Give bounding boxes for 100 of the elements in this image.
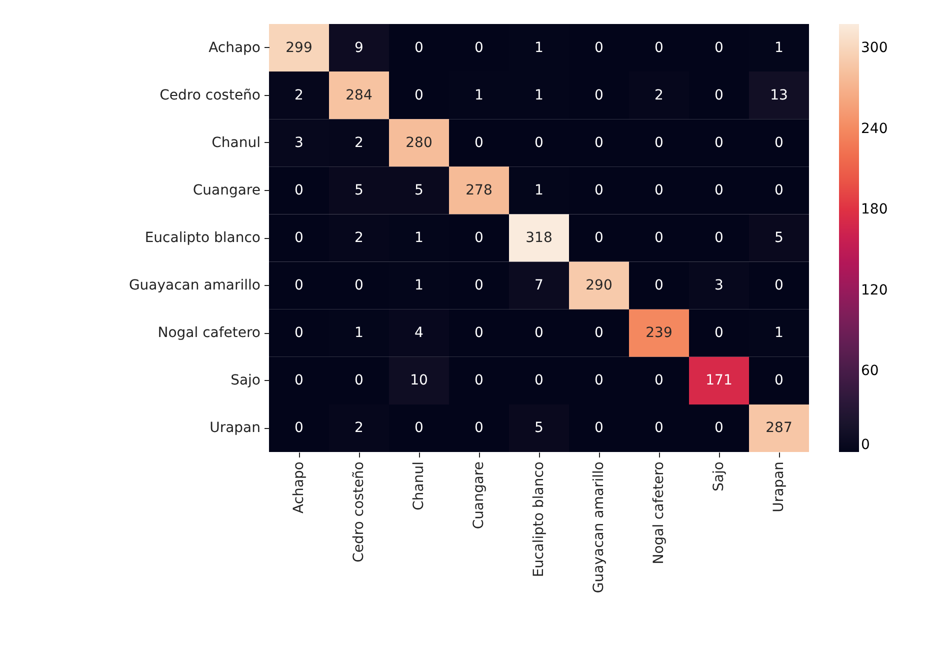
- x-tick-label: Guayacan amarillo: [591, 462, 607, 594]
- data-label: 1: [774, 325, 784, 342]
- data-label: 2: [354, 230, 364, 246]
- data-label: 0: [294, 182, 304, 198]
- y-tick-label: Achapo: [208, 40, 260, 56]
- data-label: 1: [414, 230, 424, 246]
- y-tick-label: Cedro costeño: [160, 87, 260, 104]
- data-label: 0: [414, 420, 424, 436]
- data-label: 5: [534, 420, 544, 436]
- x-tick-label: Chanul: [411, 462, 427, 510]
- data-label: 5: [774, 230, 784, 246]
- data-label: 0: [294, 372, 304, 389]
- data-label: 0: [594, 182, 604, 198]
- data-label: 0: [594, 134, 604, 151]
- data-label: 1: [534, 40, 544, 56]
- data-label: 0: [714, 134, 724, 151]
- data-label: 0: [714, 230, 724, 246]
- color-bar-label: 300: [861, 40, 888, 56]
- data-label: 0: [594, 325, 604, 342]
- data-label: 280: [406, 134, 432, 151]
- data-label: 0: [714, 182, 724, 198]
- data-label: 0: [774, 134, 784, 151]
- data-label: 0: [534, 325, 544, 342]
- data-label: 1: [474, 87, 484, 104]
- data-label: 1: [774, 40, 784, 56]
- x-tick-label: Cuangare: [471, 462, 487, 530]
- data-label: 7: [534, 278, 544, 294]
- data-label: 0: [654, 182, 664, 198]
- data-label: 13: [770, 87, 788, 104]
- data-label: 0: [714, 420, 724, 436]
- data-label: 0: [474, 325, 484, 342]
- x-tick-label: Eucalipto blanco: [531, 462, 547, 578]
- data-label: 0: [534, 372, 544, 389]
- data-label: 278: [466, 182, 492, 198]
- data-label: 4: [414, 325, 424, 342]
- color-bar-label: 0: [861, 437, 870, 453]
- x-tick-label: Urapan: [771, 462, 787, 512]
- color-bar-label: 240: [861, 120, 888, 137]
- data-label: 3: [714, 278, 724, 294]
- color-bar-label: 120: [861, 282, 888, 298]
- data-label: 0: [594, 230, 604, 246]
- data-label: 284: [346, 87, 372, 104]
- data-label: 0: [474, 420, 484, 436]
- data-label: 0: [654, 134, 664, 151]
- y-tick-label: Urapan: [210, 420, 260, 436]
- y-tick-label: Eucalipto blanco: [144, 230, 260, 246]
- x-tick-label: Achapo: [291, 462, 307, 514]
- data-label: 287: [766, 420, 792, 436]
- y-tick-label: Guayacan amarillo: [128, 278, 260, 294]
- x-tick-label: Sajo: [711, 462, 727, 492]
- data-label: 0: [714, 40, 724, 56]
- data-label: 2: [654, 87, 664, 104]
- data-label: 0: [654, 230, 664, 246]
- data-label: 0: [294, 230, 304, 246]
- x-tick-label: Nogal cafetero: [651, 462, 667, 564]
- data-label: 0: [714, 87, 724, 104]
- data-label: 10: [410, 372, 428, 389]
- data-label: 299: [286, 40, 312, 56]
- data-label: 0: [294, 420, 304, 436]
- data-label: 171: [706, 372, 732, 389]
- data-label: 0: [774, 278, 784, 294]
- data-label: 1: [534, 87, 544, 104]
- data-label: 9: [354, 40, 364, 56]
- data-label: 0: [474, 134, 484, 151]
- data-label: 0: [354, 278, 364, 294]
- data-label: 290: [586, 278, 612, 294]
- data-label: 0: [654, 372, 664, 389]
- y-tick-label: Nogal cafetero: [158, 325, 260, 342]
- data-label: 0: [594, 420, 604, 436]
- data-label: 0: [654, 420, 664, 436]
- data-label: 0: [654, 40, 664, 56]
- data-label: 1: [534, 182, 544, 198]
- data-label: 0: [294, 278, 304, 294]
- data-label: 0: [594, 40, 604, 56]
- data-label: 2: [354, 134, 364, 151]
- y-tick-label: Chanul: [212, 134, 260, 151]
- data-label: 0: [354, 372, 364, 389]
- data-label: 5: [414, 182, 424, 198]
- data-label: 0: [414, 87, 424, 104]
- data-label: 0: [474, 40, 484, 56]
- data-label: 318: [526, 230, 552, 246]
- color-bar-label: 180: [861, 202, 888, 218]
- data-label: 0: [474, 278, 484, 294]
- data-label: 0: [774, 182, 784, 198]
- data-label: 0: [474, 230, 484, 246]
- data-label: 0: [714, 325, 724, 342]
- data-label: 2: [294, 87, 304, 104]
- data-label: 0: [594, 372, 604, 389]
- data-label: 0: [594, 87, 604, 104]
- data-label: 2: [354, 420, 364, 436]
- data-label: 3: [294, 134, 304, 151]
- data-label: 0: [294, 325, 304, 342]
- y-tick-label: Sajo: [230, 372, 260, 389]
- color-bar-label: 60: [861, 363, 879, 380]
- data-label: 0: [474, 372, 484, 389]
- data-label: 239: [646, 325, 672, 342]
- data-label: 0: [534, 134, 544, 151]
- data-label: 5: [354, 182, 364, 198]
- data-label: 0: [414, 40, 424, 56]
- y-tick-label: Cuangare: [192, 182, 260, 198]
